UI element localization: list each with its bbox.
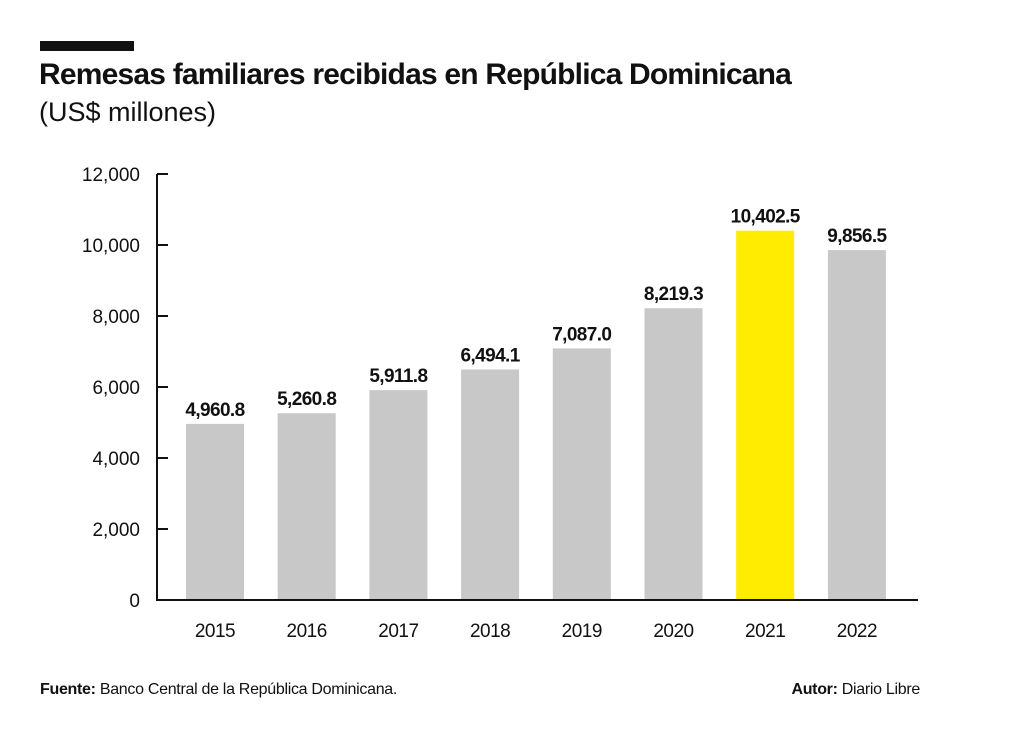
source-label: Fuente:	[40, 681, 96, 698]
bar-2019	[552, 348, 611, 600]
bars-group	[186, 230, 886, 601]
x-tick-label-2020: 2020	[653, 621, 693, 642]
bar-2018	[461, 369, 520, 600]
x-tick-label-2017: 2017	[378, 621, 418, 642]
data-label-2021: 10,402.5	[731, 207, 801, 228]
x-tick-label-2016: 2016	[287, 621, 327, 642]
data-label-2022: 9,856.5	[827, 226, 887, 247]
chart-title: Remesas familiares recibidas en Repúblic…	[39, 58, 792, 91]
title-accent-bar	[40, 41, 134, 51]
bar-2020	[644, 308, 703, 600]
data-label-2018: 6,494.1	[460, 345, 520, 366]
y-tick-label-8000: 8,000	[92, 307, 140, 328]
y-tick-label-12000: 12,000	[82, 165, 140, 186]
y-tick-label-6000: 6,000	[92, 378, 140, 399]
x-tick-label-2021: 2021	[745, 621, 785, 642]
x-axis: 2015 2016 2017 2018 2019 2020 2021 2022	[156, 599, 918, 642]
source-note: Fuente: Banco Central de la República Do…	[40, 681, 397, 699]
data-labels-group: 4,960.8 5,260.8 5,911.8 6,494.1 7,087.0 8,219…	[185, 207, 888, 421]
data-label-2020: 8,219.3	[644, 284, 703, 305]
data-label-2019: 7,087.0	[552, 324, 611, 345]
y-tick-label-0: 0	[129, 591, 140, 612]
y-axis: 0 2,000 4,000 6,000 8,000 10,000 12,000	[82, 165, 168, 612]
author-note: Autor: Diario Libre	[791, 681, 920, 699]
x-tick-label-2022: 2022	[837, 621, 877, 642]
data-label-2015: 4,960.8	[185, 400, 244, 421]
y-tick-label-2000: 2,000	[92, 520, 140, 541]
y-tick-label-10000: 10,000	[82, 236, 140, 257]
bar-2015	[186, 423, 244, 600]
bar-2021	[736, 230, 795, 600]
bar-2016	[277, 413, 336, 600]
chart-subtitle: (US$ millones)	[39, 97, 217, 127]
x-tick-label-2015: 2015	[195, 621, 235, 642]
x-tick-label-2019: 2019	[562, 621, 602, 642]
x-tick-label-2018: 2018	[470, 621, 510, 642]
bar-2017	[369, 390, 428, 600]
data-label-2017: 5,911.8	[369, 366, 427, 387]
source-text: Banco Central de la República Dominicana…	[95, 681, 398, 698]
author-text: Diario Libre	[837, 681, 921, 698]
bar-2022	[827, 250, 886, 601]
y-tick-label-4000: 4,000	[92, 449, 140, 470]
data-label-2016: 5,260.8	[277, 389, 336, 410]
author-label: Autor:	[791, 681, 838, 698]
